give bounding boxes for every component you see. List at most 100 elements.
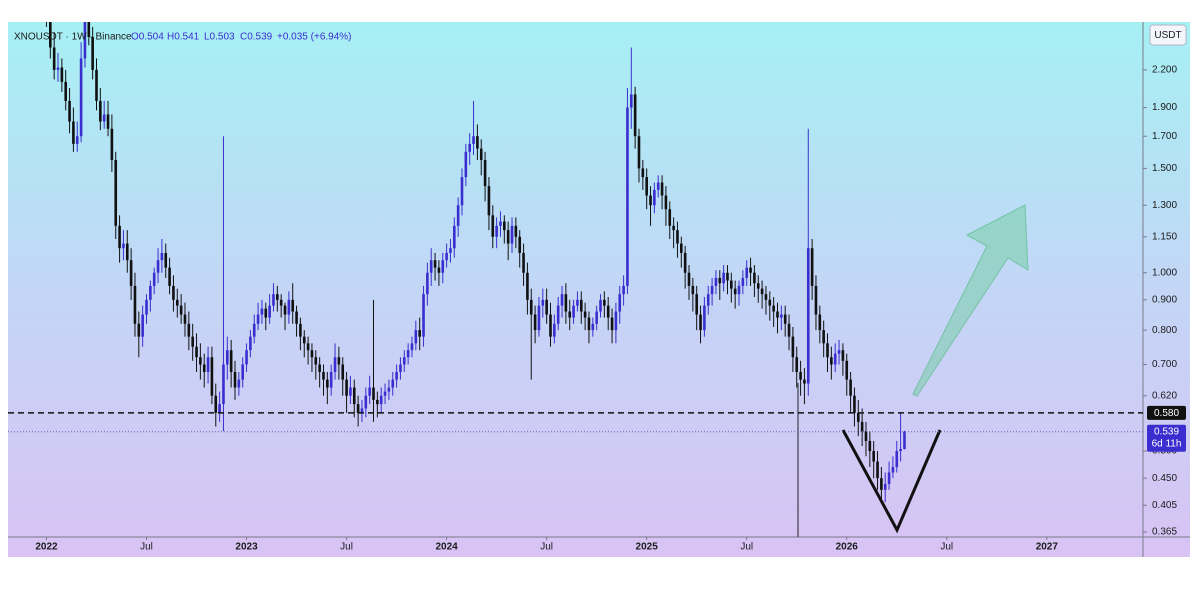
candle-body <box>206 357 210 372</box>
candle-body <box>79 58 83 137</box>
candle-body <box>753 272 756 284</box>
candle-body <box>372 387 375 400</box>
candle-body <box>553 323 556 337</box>
axes: 2.200 1.900 1.700 1.500 1.300 1.150 1.000 0.900… <box>35 65 1186 553</box>
candle-body <box>133 285 137 324</box>
candle-body <box>395 371 398 380</box>
candle-body <box>799 371 802 380</box>
candle-body <box>368 387 371 396</box>
candle-body <box>629 94 633 108</box>
candle-body <box>703 305 706 331</box>
candle-body <box>83 22 87 59</box>
candle-body <box>595 311 598 324</box>
candle-body <box>310 350 314 358</box>
candle-body <box>679 243 683 253</box>
candle-body <box>776 311 779 318</box>
candle-body <box>160 252 164 261</box>
candle-body <box>314 357 318 365</box>
candle-body <box>818 314 822 331</box>
last-price-label: 0.539 <box>1154 426 1179 437</box>
x-tick-label: Jul <box>940 542 953 553</box>
candle-body <box>868 440 872 452</box>
candle-body <box>872 451 875 462</box>
candle-body <box>137 323 141 337</box>
candle-body <box>287 299 291 315</box>
candle-body <box>510 225 514 244</box>
candle-body <box>706 294 710 306</box>
candle-body <box>302 336 306 344</box>
candle-body <box>214 395 218 413</box>
candle-body <box>826 343 829 358</box>
candle-body <box>175 299 179 306</box>
candles <box>45 22 906 503</box>
currency-box-frame <box>1149 24 1187 46</box>
candle-body <box>841 350 845 361</box>
level-price-label: 0.580 <box>1154 408 1179 419</box>
candle-body <box>653 189 656 206</box>
candle-body <box>814 285 818 315</box>
candle-body <box>72 121 75 144</box>
candle-body <box>229 350 233 372</box>
candle-body <box>887 472 891 484</box>
candle-body <box>118 225 121 249</box>
candle-body <box>668 209 672 226</box>
candle-body <box>614 311 618 331</box>
candle-body <box>326 379 329 388</box>
candle-body <box>845 360 849 380</box>
candle-body <box>618 294 622 312</box>
candle-body <box>233 371 237 388</box>
candle-body <box>291 299 295 312</box>
candle-body <box>329 371 333 388</box>
candle-body <box>806 248 810 384</box>
candle-body <box>337 357 341 365</box>
candle-body <box>333 357 337 372</box>
candle-body <box>591 323 595 331</box>
candle-body <box>656 182 660 190</box>
candle-body <box>364 395 368 409</box>
candle-body <box>683 252 687 273</box>
candle-body <box>691 285 695 295</box>
candle-body <box>587 317 591 331</box>
candle-body <box>172 285 175 300</box>
candle-body <box>483 159 487 187</box>
candle-body <box>883 483 887 490</box>
candle-body <box>195 346 198 358</box>
v-pattern-drawing <box>841 429 942 534</box>
y-tick-label: 1.500 <box>1152 163 1177 174</box>
candle-body <box>75 136 79 144</box>
candle-body <box>402 357 406 365</box>
candle-body <box>529 299 533 315</box>
candle-body <box>541 299 545 306</box>
candle-body <box>833 353 837 365</box>
change-label: +0.035 (+6.94%) <box>277 32 352 43</box>
y-tick-label: 0.900 <box>1152 294 1177 305</box>
candle-body <box>122 243 125 249</box>
y-tick-label: 2.200 <box>1152 65 1177 76</box>
candle-body <box>895 451 899 467</box>
candle-body <box>95 69 98 101</box>
candle-body <box>149 285 152 300</box>
candle-body <box>360 408 364 413</box>
candle-body <box>268 305 271 318</box>
candle-body <box>737 285 741 295</box>
candle-body <box>114 159 118 226</box>
candle-body <box>387 387 391 392</box>
candle-body <box>199 357 202 365</box>
candle-body <box>787 323 791 337</box>
candle-body <box>379 395 383 405</box>
candle-body <box>218 404 221 413</box>
candle-body <box>106 114 110 129</box>
candle-body <box>441 260 445 273</box>
candle-body <box>626 107 629 286</box>
candle-body <box>87 22 91 37</box>
candle-body <box>514 225 518 237</box>
last-price-tag <box>1147 424 1186 452</box>
candle-body <box>426 272 429 295</box>
candle-body <box>687 272 691 286</box>
candle-body <box>279 299 283 306</box>
x-tick-label: 2023 <box>235 542 258 553</box>
x-tick-label: Jul <box>740 542 753 553</box>
candle-body <box>672 225 675 231</box>
candle-body <box>225 350 229 365</box>
